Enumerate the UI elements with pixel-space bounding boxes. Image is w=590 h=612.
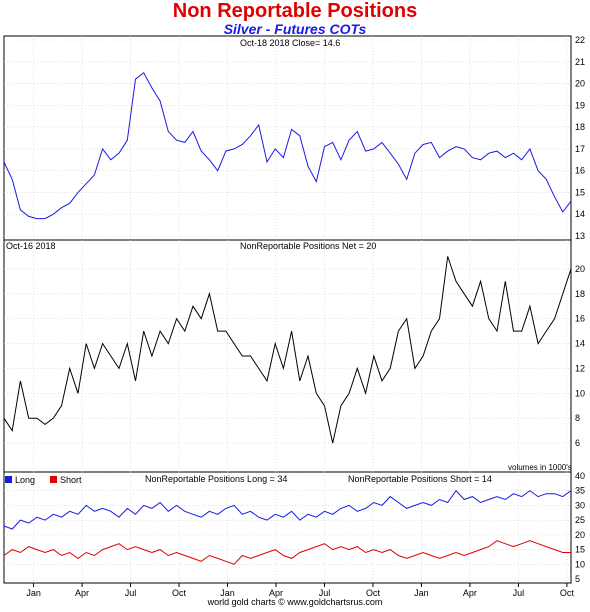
x-tick-label: Apr [269, 588, 283, 598]
y-tick-label: 18 [575, 289, 585, 299]
y-tick-label: 10 [575, 388, 585, 398]
net-units: volumes in 1000's [508, 463, 572, 472]
legend-short-swatch [50, 476, 57, 483]
x-tick-label: Jan [220, 588, 235, 598]
y-tick-label: 15 [575, 545, 585, 555]
y-tick-label: 19 [575, 100, 585, 110]
net-title: NonReportable Positions Net = 20 [240, 241, 376, 251]
short-title: NonReportable Positions Short = 14 [348, 474, 492, 484]
chart-subtitle: Silver - Futures COTs [223, 21, 367, 37]
x-tick-label: Jul [125, 588, 137, 598]
y-tick-label: 16 [575, 166, 585, 176]
x-tick-label: Apr [75, 588, 89, 598]
y-tick-label: 15 [575, 187, 585, 197]
x-tick-label: Jan [26, 588, 41, 598]
y-tick-label: 20 [575, 79, 585, 89]
y-tick-label: 17 [575, 144, 585, 154]
y-tick-label: 40 [575, 471, 585, 481]
series-line-3-2 [3, 540, 571, 565]
x-tick-label: Jan [414, 588, 429, 598]
y-tick-label: 8 [575, 413, 580, 423]
legend-long-swatch [5, 476, 12, 483]
series-line-2-1 [3, 256, 572, 444]
y-tick-label: 20 [575, 264, 585, 274]
footer-credit: world gold charts © www.goldchartsrus.co… [207, 597, 383, 607]
x-tick-label: Oct [172, 588, 187, 598]
y-tick-label: 25 [575, 515, 585, 525]
panel-frame-2 [3, 239, 572, 473]
legend-short-label: Short [60, 475, 82, 485]
x-tick-label: Jul [319, 588, 331, 598]
y-tick-label: 21 [575, 57, 585, 67]
x-tick-label: Oct [560, 588, 575, 598]
legend-long-label: Long [15, 475, 35, 485]
series-line-1-1 [3, 71, 572, 220]
y-tick-label: 30 [575, 500, 585, 510]
y-tick-label: 22 [575, 35, 585, 45]
y-tick-label: 12 [575, 363, 585, 373]
x-tick-label: Jul [513, 588, 525, 598]
y-tick-label: 35 [575, 486, 585, 496]
chart-title: Non Reportable Positions [172, 0, 418, 22]
y-tick-label: 5 [575, 574, 580, 584]
panel-frame-1 [3, 35, 572, 241]
y-tick-label: 20 [575, 530, 585, 540]
long-title: NonReportable Positions Long = 34 [145, 474, 287, 484]
panel-frame-3 [3, 471, 572, 584]
y-tick-label: 14 [575, 339, 585, 349]
series-line-3-1 [3, 489, 572, 530]
y-tick-label: 16 [575, 314, 585, 324]
y-tick-label: 13 [575, 231, 585, 241]
x-tick-label: Apr [463, 588, 477, 598]
y-tick-label: 6 [575, 438, 580, 448]
price-annotation: Oct-18 2018 Close= 14.6 [240, 38, 340, 48]
net-annotation: Oct-16 2018 [6, 241, 56, 251]
y-tick-label: 10 [575, 559, 585, 569]
y-tick-label: 18 [575, 122, 585, 132]
x-tick-label: Oct [366, 588, 381, 598]
y-tick-label: 14 [575, 209, 585, 219]
